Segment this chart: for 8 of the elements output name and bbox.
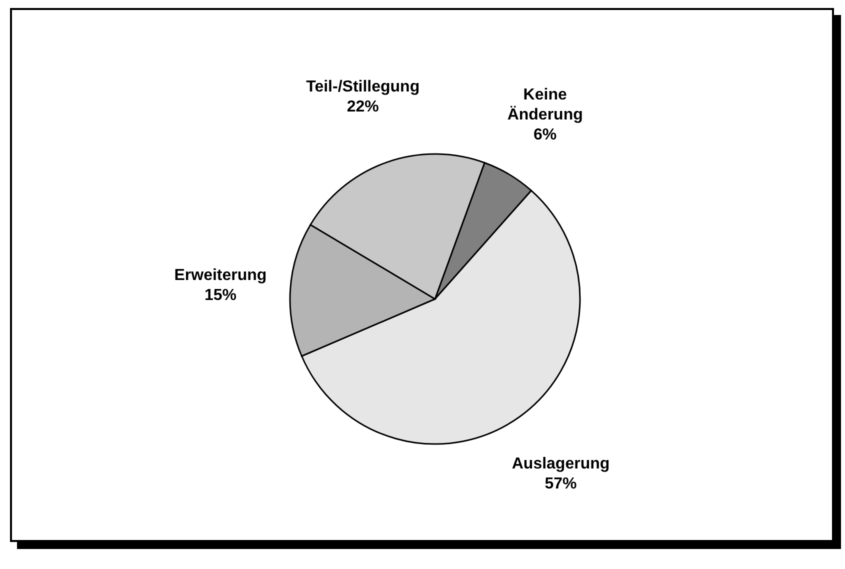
- data-label: 6%: [534, 126, 557, 143]
- slice-label: Keine Änderung: [507, 86, 583, 123]
- slice-label: Erweiterung: [174, 266, 267, 284]
- data-label: 57%: [544, 474, 577, 492]
- data-label: 15%: [204, 286, 236, 304]
- slice-label: Teil-/Stillegung: [306, 78, 420, 95]
- data-label: 22%: [346, 98, 379, 115]
- slice-label: Auslagerung: [512, 454, 610, 472]
